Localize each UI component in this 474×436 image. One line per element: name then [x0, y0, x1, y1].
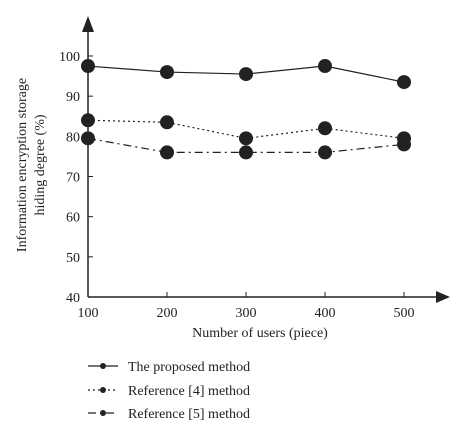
x-tick-group: 100 200 300 400 500: [78, 292, 415, 321]
data-point: [239, 67, 253, 82]
x-tick-label: 400: [315, 306, 336, 321]
data-point: [318, 59, 332, 74]
series-line-3: [87, 137, 405, 153]
data-point: [81, 113, 95, 128]
data-point: [81, 59, 95, 74]
legend-marker: [100, 363, 106, 369]
data-point: [318, 145, 332, 160]
data-point: [81, 131, 95, 146]
legend: The proposed method Reference [4] method R…: [88, 360, 250, 422]
x-axis-arrow: [436, 291, 450, 303]
x-tick-label: 100: [78, 306, 99, 321]
data-point: [160, 115, 174, 130]
legend-label: Reference [5] method: [128, 407, 250, 422]
y-tick-label: 50: [66, 251, 80, 266]
data-point: [318, 121, 332, 136]
series-group: [81, 59, 411, 160]
x-axis-label: Number of users (piece): [192, 326, 328, 341]
x-tick-label: 200: [157, 306, 178, 321]
legend-label: The proposed method: [128, 360, 250, 375]
legend-marker: [100, 410, 106, 416]
data-point: [160, 65, 174, 80]
y-tick-label: 100: [59, 50, 80, 65]
legend-label: Reference [4] method: [128, 384, 250, 399]
data-point: [160, 145, 174, 160]
data-point: [239, 131, 253, 146]
y-tick-group: 40 50 60 70 80 90 100: [59, 50, 93, 306]
data-point: [239, 145, 253, 160]
legend-marker: [100, 387, 106, 393]
data-point: [397, 75, 411, 90]
y-axis-label-line-2: hiding degree (%): [33, 114, 48, 215]
y-tick-label: 70: [66, 171, 80, 186]
y-axis-label-line-1: Information encryption storage: [15, 78, 30, 252]
series-line-2: [87, 119, 405, 139]
y-tick-label: 80: [66, 130, 80, 145]
x-tick-label: 500: [394, 306, 415, 321]
data-point: [397, 137, 411, 152]
axes: [82, 16, 450, 303]
y-axis-arrow: [82, 16, 94, 32]
y-tick-label: 90: [66, 90, 80, 105]
y-tick-label: 40: [66, 291, 80, 306]
y-tick-label: 60: [66, 211, 80, 226]
x-tick-label: 300: [236, 306, 257, 321]
